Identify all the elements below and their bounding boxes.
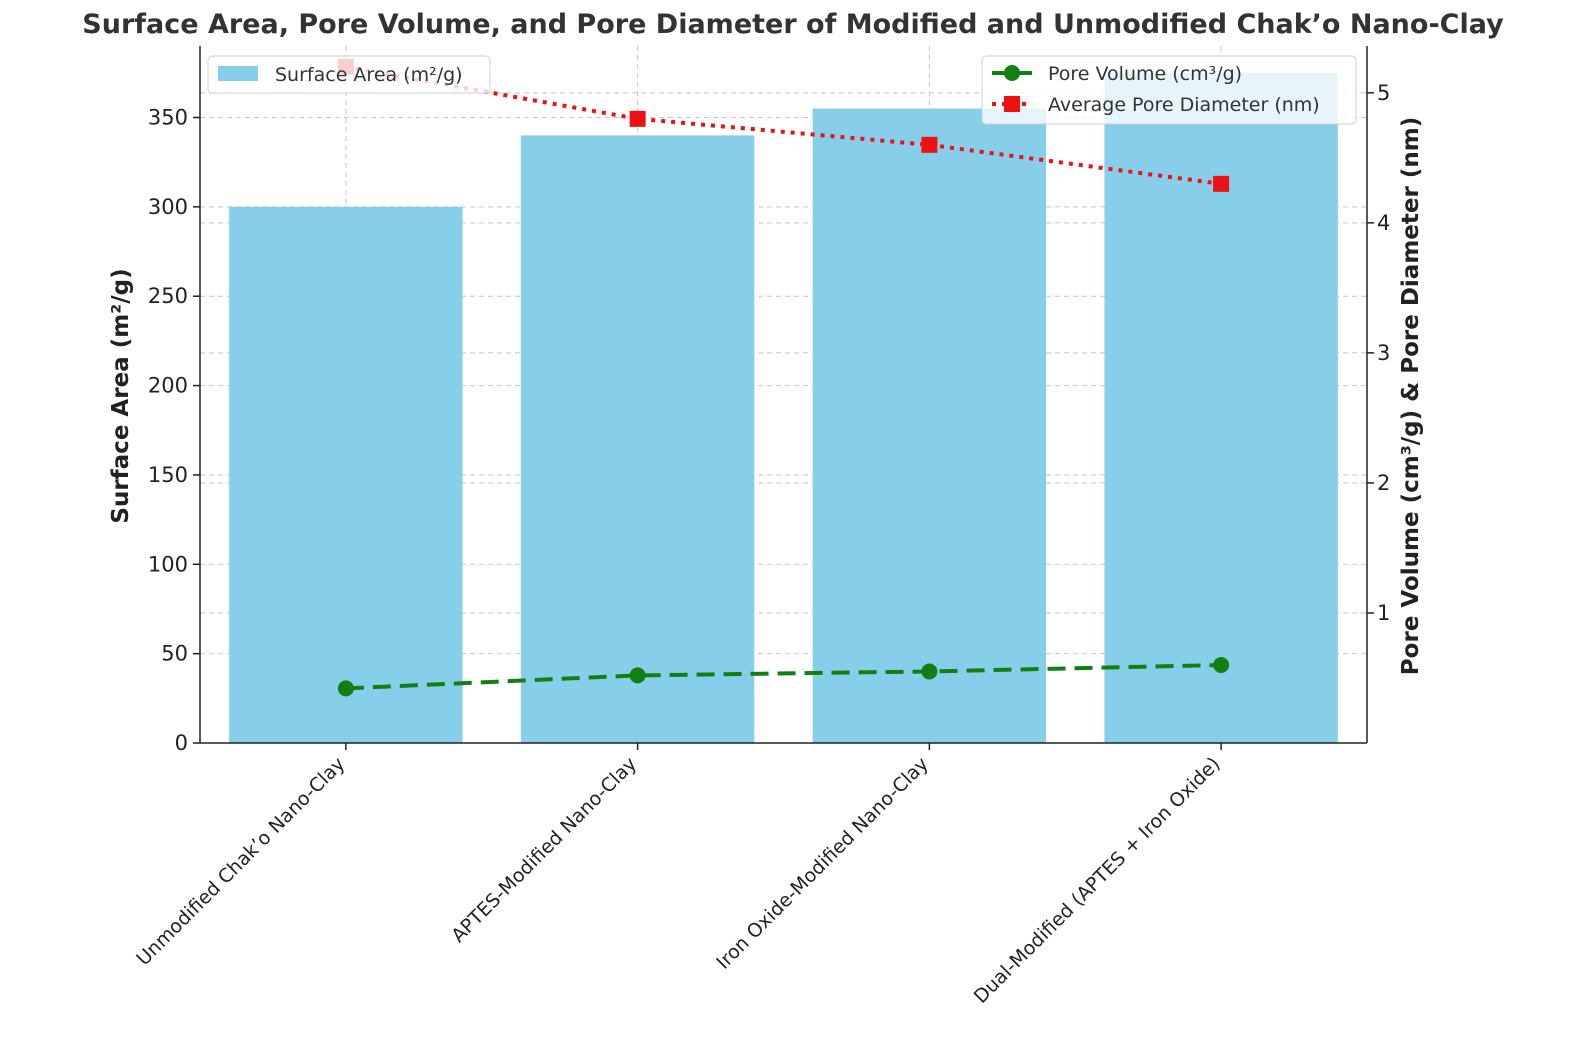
- left-tick-label: 350: [148, 105, 188, 129]
- bar-3: [812, 108, 1047, 744]
- left-tick-label: 300: [148, 195, 188, 219]
- left-axis-ticks: 0 50 100 150 200 250 300 350: [148, 105, 200, 755]
- left-tick-label: 0: [175, 731, 188, 755]
- bar-2: [520, 135, 755, 743]
- series-1-point-4: [1213, 656, 1230, 673]
- bars: [229, 72, 1338, 744]
- series-line-2: [345, 64, 1222, 186]
- legend-label-1: Pore Volume (cm³/g): [1048, 63, 1242, 85]
- series-line-1: [345, 662, 1222, 691]
- series-1-point-3: [921, 663, 938, 680]
- right-tick-label: 5: [1377, 81, 1390, 105]
- right-tick-label: 2: [1377, 471, 1390, 495]
- legend-label-2: Average Pore Diameter (nm): [1048, 94, 1320, 116]
- lines: [337, 58, 1230, 697]
- left-tick-label: 50: [161, 642, 188, 666]
- series-1-point-1: [337, 680, 354, 697]
- category-label-4: Dual-Modified (APTES + Iron Oxide): [970, 753, 1225, 1008]
- left-tick-label: 200: [148, 374, 188, 398]
- right-axis-ticks: 1 2 3 4 5: [1367, 81, 1390, 625]
- category-label-2: APTES-Modified Nano-Clay: [447, 753, 641, 947]
- legend-marker-2: [1004, 96, 1020, 112]
- category-label-1: Unmodified Chak’o Nano-Clay: [132, 753, 349, 970]
- y-axis-label-right: Pore Volume (cm³/g) & Pore Diameter (nm): [1398, 117, 1424, 675]
- legend-box: [207, 55, 491, 94]
- series-2-point-2: [629, 110, 646, 127]
- legend-pore: Pore Volume (cm³/g) Average Pore Diameter…: [981, 55, 1357, 125]
- legend-surface-area: Surface Area (m²/g): [207, 55, 491, 94]
- right-tick-label: 1: [1377, 601, 1390, 625]
- bar-1: [229, 206, 463, 743]
- chart-title: Surface Area, Pore Volume, and Pore Diam…: [82, 9, 1504, 40]
- right-tick-label: 3: [1377, 341, 1390, 365]
- legend-box: [981, 55, 1357, 125]
- legend-marker-1: [1004, 65, 1020, 81]
- axes: [199, 46, 1368, 744]
- right-tick-label: 4: [1377, 211, 1390, 235]
- category-labels: Unmodified Chak’o Nano-Clay APTES-Modifie…: [132, 743, 1225, 1008]
- series-1-point-2: [629, 667, 646, 684]
- legend-label-surface-area: Surface Area (m²/g): [275, 64, 463, 86]
- series-2-point-4: [1213, 175, 1230, 192]
- y-axis-label-left: Surface Area (m²/g): [108, 268, 134, 523]
- left-tick-label: 150: [148, 463, 188, 487]
- category-label-3: Iron Oxide-Modified Nano-Clay: [712, 753, 933, 974]
- left-tick-label: 100: [148, 552, 188, 576]
- left-tick-label: 250: [148, 284, 188, 308]
- legend-swatch-surface-area: [218, 66, 258, 81]
- series-2-point-3: [921, 136, 938, 153]
